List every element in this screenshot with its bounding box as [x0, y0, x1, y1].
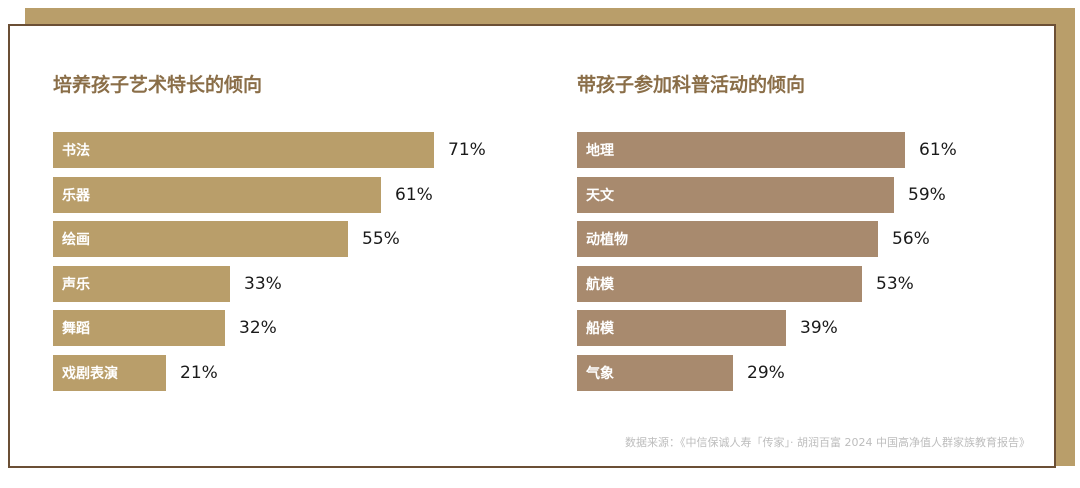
- bar-category-label: 舞蹈: [62, 321, 90, 337]
- bar-category-label: 船模: [586, 321, 614, 337]
- left-chart-title: 培养孩子艺术特长的倾向: [53, 74, 263, 96]
- bar-category-label: 戏剧表演: [62, 366, 118, 382]
- data-source-note: 数据来源：《中信保诚人寿「传家」· 胡润百富 2024 中国高净值人群家族教育报…: [625, 436, 1030, 449]
- bar-1: 书法: [53, 132, 434, 168]
- bar-value-label: 33%: [244, 274, 282, 294]
- bar-category-label: 地理: [586, 143, 614, 159]
- bar-value-label: 61%: [395, 185, 433, 205]
- bar-1: 地理: [577, 132, 905, 168]
- right-chart-title: 带孩子参加科普活动的倾向: [577, 74, 806, 96]
- bar-value-label: 53%: [876, 274, 914, 294]
- bar-category-label: 声乐: [62, 277, 90, 293]
- bar-category-label: 绘画: [62, 232, 90, 248]
- bar-category-label: 动植物: [586, 232, 628, 248]
- bar-6: 气象: [577, 355, 733, 391]
- bar-value-label: 55%: [362, 229, 400, 249]
- bar-value-label: 61%: [919, 140, 957, 160]
- bar-value-label: 71%: [448, 140, 486, 160]
- bar-4: 航模: [577, 266, 862, 302]
- bar-category-label: 乐器: [62, 188, 90, 204]
- bar-value-label: 29%: [747, 363, 785, 383]
- bar-3: 绘画: [53, 221, 348, 257]
- bar-2: 天文: [577, 177, 894, 213]
- bar-category-label: 天文: [586, 188, 614, 204]
- bar-4: 声乐: [53, 266, 230, 302]
- bar-category-label: 气象: [586, 366, 614, 382]
- bar-category-label: 书法: [62, 143, 90, 159]
- bar-2: 乐器: [53, 177, 381, 213]
- bar-5: 舞蹈: [53, 310, 225, 346]
- bar-value-label: 56%: [892, 229, 930, 249]
- bar-category-label: 航模: [586, 277, 614, 293]
- bar-value-label: 21%: [180, 363, 218, 383]
- bar-5: 船模: [577, 310, 786, 346]
- bar-6: 戏剧表演: [53, 355, 166, 391]
- bar-value-label: 32%: [239, 318, 277, 338]
- bar-value-label: 39%: [800, 318, 838, 338]
- bar-3: 动植物: [577, 221, 878, 257]
- bar-value-label: 59%: [908, 185, 946, 205]
